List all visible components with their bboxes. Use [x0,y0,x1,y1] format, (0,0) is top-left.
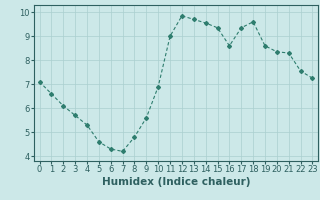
X-axis label: Humidex (Indice chaleur): Humidex (Indice chaleur) [102,177,250,187]
